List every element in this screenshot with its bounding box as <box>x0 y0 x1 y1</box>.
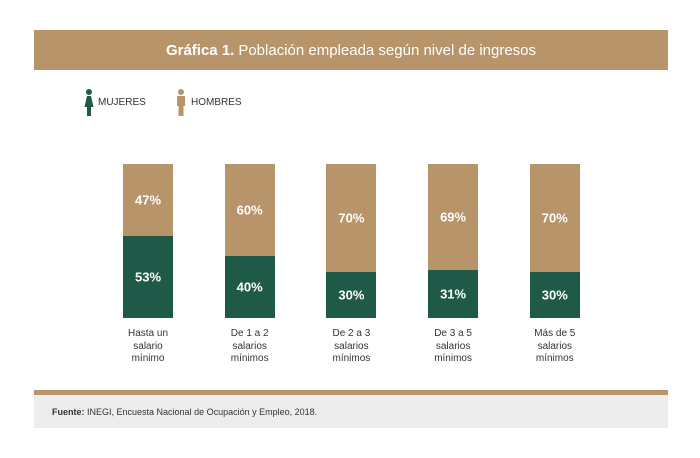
value-label: 40% <box>236 279 263 295</box>
bar-segment <box>529 164 580 272</box>
chart-title: Gráfica 1. <box>165 41 235 59</box>
value-label: 70% <box>541 210 568 226</box>
legend-icon-women <box>84 89 94 116</box>
value-label: 60% <box>236 202 263 218</box>
x-tick-label: De 3 a 5 salarios mínimos <box>434 328 472 364</box>
source-label: Fuente: <box>52 406 85 417</box>
bar-segment <box>224 256 275 318</box>
legend-icon-men <box>177 89 185 116</box>
chart-subtitle: Población empleada según nivel de ingres… <box>238 41 537 59</box>
x-tick-label: De 2 a 3 salarios mínimos <box>332 328 371 364</box>
value-label: 47% <box>134 192 162 208</box>
bar-segment <box>326 164 377 272</box>
legend-label: HOMBRES <box>191 97 242 108</box>
x-tick-label: De 1 a 2 salarios mínimos <box>230 328 269 364</box>
value-label: 70% <box>338 210 365 226</box>
bar-segment <box>428 270 479 318</box>
bar-segment <box>529 271 580 318</box>
source-text: INEGI, Encuesta Nacional de Ocupación y … <box>87 406 318 417</box>
bar-segment <box>326 271 377 318</box>
bar-segment <box>123 164 173 237</box>
plot-area: 53% 47% Hasta un salario mínimo 40% 60% De 1 … <box>123 164 580 364</box>
bar-segment <box>428 164 479 271</box>
legend-label: MUJERES <box>98 97 146 108</box>
value-label: 69% <box>440 209 467 225</box>
title-bar: Gráfica 1. Población empleada según nive… <box>34 30 668 70</box>
footer-rule <box>34 390 668 395</box>
value-label: 30% <box>338 287 365 303</box>
x-tick-label: Más de 5 salarios mínimos <box>534 328 576 364</box>
value-label: 53% <box>134 269 162 285</box>
bar-segment <box>123 236 173 318</box>
footer: Fuente: INEGI, Encuesta Nacional de Ocup… <box>34 395 668 428</box>
value-label: 30% <box>541 287 568 303</box>
bar-segment <box>224 164 275 257</box>
x-tick-label: Hasta un salario mínimo <box>127 328 169 364</box>
source: Fuente: INEGI, Encuesta Nacional de Ocup… <box>52 407 317 417</box>
value-label: 31% <box>440 286 467 302</box>
